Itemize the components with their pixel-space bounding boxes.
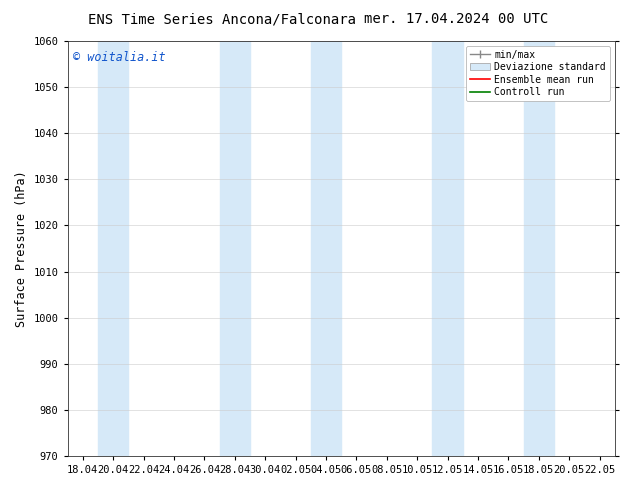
Bar: [311, 41, 341, 456]
Bar: [524, 41, 554, 456]
Y-axis label: Surface Pressure (hPa): Surface Pressure (hPa): [15, 170, 28, 327]
Text: ENS Time Series Ancona/Falconara: ENS Time Series Ancona/Falconara: [88, 12, 356, 26]
Legend: min/max, Deviazione standard, Ensemble mean run, Controll run: min/max, Deviazione standard, Ensemble m…: [466, 46, 610, 101]
Text: © woitalia.it: © woitalia.it: [73, 51, 165, 64]
Bar: [98, 41, 129, 456]
Bar: [432, 41, 463, 456]
Bar: [219, 41, 250, 456]
Text: mer. 17.04.2024 00 UTC: mer. 17.04.2024 00 UTC: [365, 12, 548, 26]
